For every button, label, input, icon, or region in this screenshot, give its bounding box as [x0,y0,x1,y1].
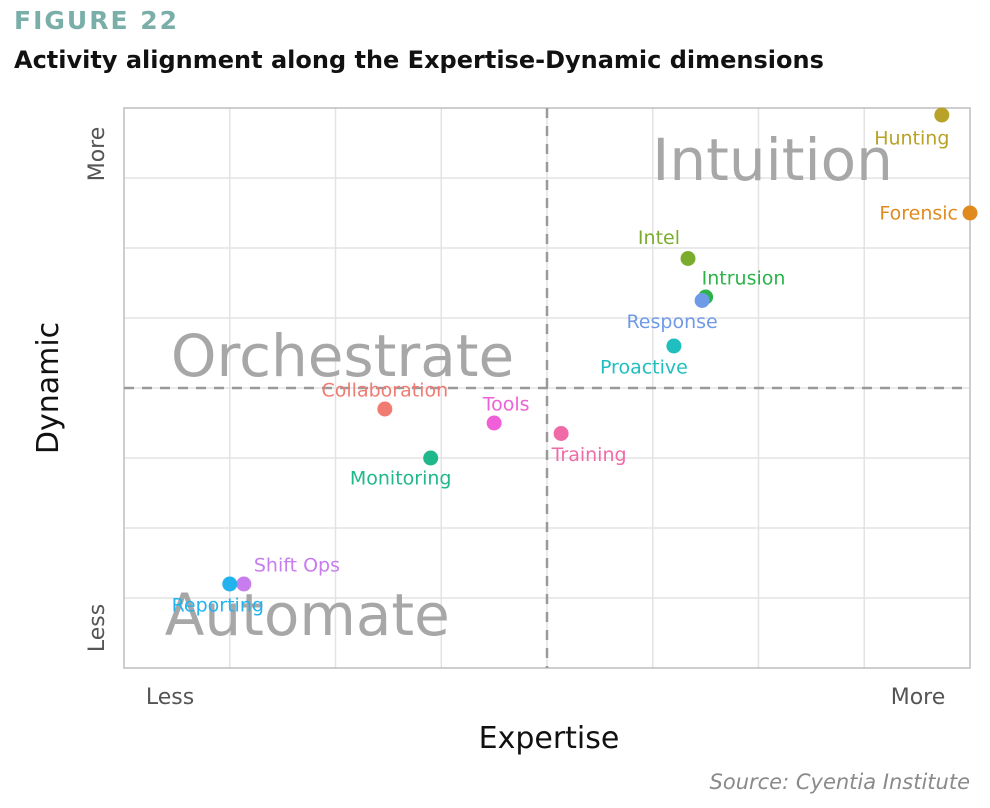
data-label: Collaboration [322,380,449,402]
y-tick-label-less: Less [85,604,110,652]
data-point [236,576,252,592]
data-point [222,576,238,592]
y-axis-title: Dynamic [31,322,66,454]
quadrant-label: Automate [165,581,450,649]
quadrant-label: Intuition [652,126,893,194]
figure-label: FIGURE 22 [14,6,180,35]
x-tick-label-more: More [891,685,946,710]
data-point [423,450,439,466]
data-point [486,415,502,431]
data-label: Monitoring [350,468,452,490]
chart-title: Activity alignment along the Expertise-D… [14,46,824,74]
data-point [680,251,696,266]
x-tick-label-less: Less [146,685,194,710]
data-label: Reporting [172,595,264,617]
data-label: Intrusion [702,268,786,290]
x-axis-title: Expertise [479,721,620,756]
data-label: Training [551,444,627,466]
data-label: Shift Ops [254,555,340,577]
source-note: Source: Cyentia Institute [709,770,970,794]
data-point [666,338,682,354]
data-label: Intel [638,227,680,249]
data-label: Response [626,311,717,333]
data-label: Tools [482,394,530,416]
data-point [962,205,978,221]
data-point [694,293,710,308]
data-point [934,107,950,123]
data-label: Forensic [879,203,958,225]
data-label: Hunting [874,128,949,150]
y-tick-label-more: More [85,127,110,182]
data-label: Proactive [600,357,688,379]
quadrant-label: Orchestrate [171,322,514,390]
data-point [553,426,569,441]
data-point [377,401,393,417]
